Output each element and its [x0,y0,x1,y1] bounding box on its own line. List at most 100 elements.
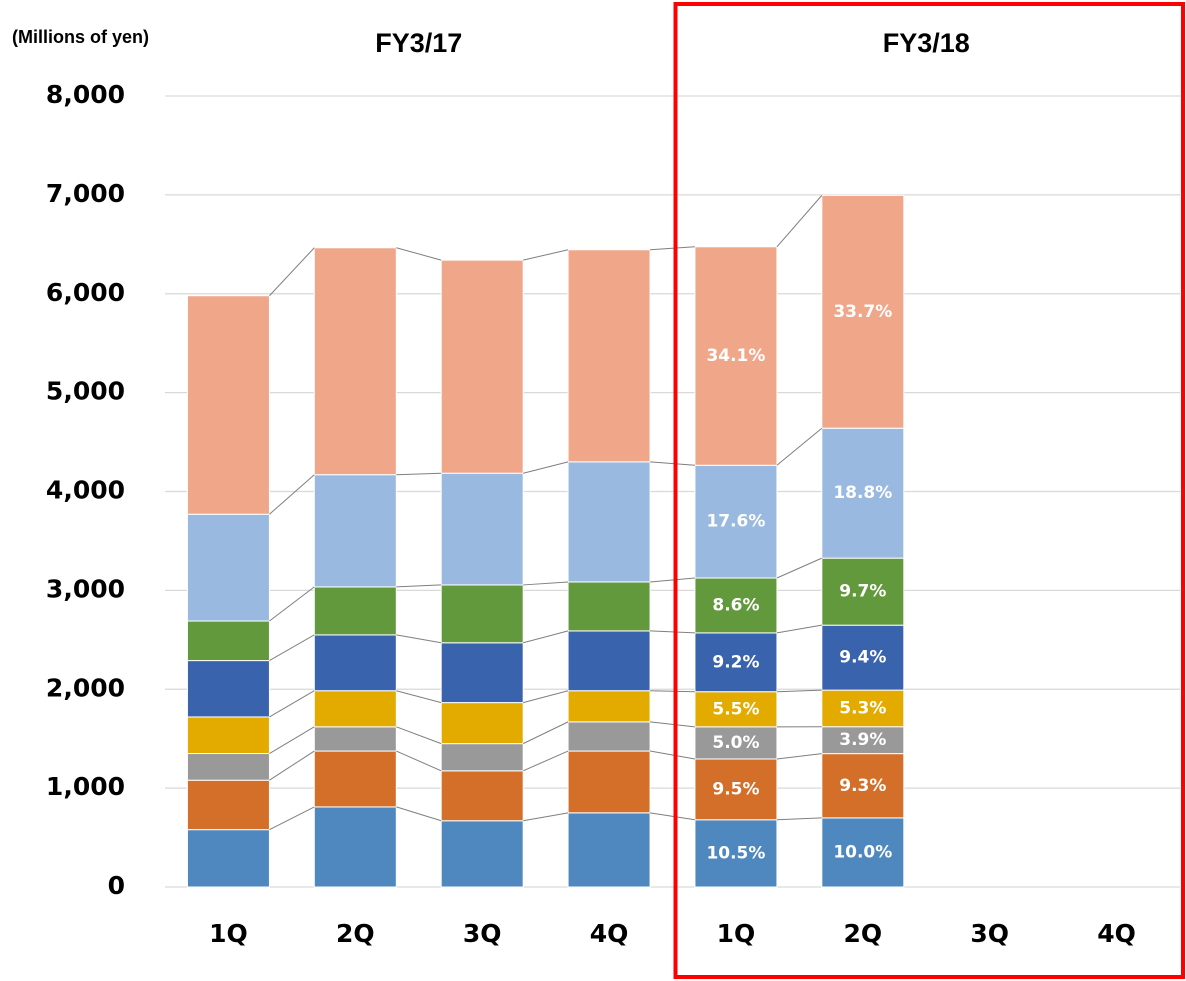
y-tick-label: 0 [108,871,125,900]
connector [523,581,569,586]
y-tick-label: 1,000 [46,772,125,801]
y-tick-label: 5,000 [46,377,125,406]
bar-segment [186,779,270,831]
bar-segment [694,577,778,634]
bar-segment [821,753,905,819]
connector [396,247,442,261]
connector [522,750,569,772]
connector [269,750,315,781]
connector [650,577,695,583]
bar-segment [186,829,270,888]
connector [396,806,442,822]
connector [396,584,442,588]
bar-segment [694,758,778,821]
connector [649,812,696,821]
share-label: 9.4% [839,648,886,668]
share-label: 5.5% [712,699,759,719]
connector [776,557,823,579]
connector [776,195,823,248]
connector [269,690,315,718]
y-tick-label: 6,000 [46,278,125,307]
y-tick-label: 2,000 [46,673,125,702]
connector [269,247,315,297]
bar-segment [567,461,651,583]
connector [650,246,695,251]
unit-label: (Millions of yen) [12,27,149,47]
bar-segment [821,427,905,559]
bar-segment [313,247,397,476]
bar-segment [313,474,397,588]
bar-segment [821,557,905,626]
connector [650,461,695,466]
bar-segment [567,630,651,692]
connector [776,624,822,634]
bar-segment [821,817,905,888]
y-tick-label: 3,000 [46,574,125,603]
connector [396,634,442,644]
bar-segment [567,581,651,632]
connector [269,634,315,662]
connector [396,726,442,745]
bar-segment [694,819,778,888]
bar-segment [313,750,397,808]
bar-segment [440,743,524,772]
bar-segment [821,194,905,429]
connector [523,630,569,644]
connector [269,474,315,515]
connector [776,753,822,760]
connector [396,750,442,772]
bar-segment [440,642,524,704]
share-label: 3.9% [839,730,886,750]
x-tick-label: 4Q [1097,919,1136,948]
share-label: 34.1% [706,346,765,366]
bar-segment [821,624,905,691]
bar-segment [313,634,397,692]
connector [523,461,569,474]
bar-segment [313,586,397,636]
x-tick-label: 1Q [209,919,248,948]
connector [522,721,569,745]
connector [776,817,822,821]
bar-segment [313,690,397,728]
share-label: 9.5% [712,779,759,799]
bar-segment [567,690,651,723]
share-label: 10.0% [833,842,892,862]
connector [269,586,315,622]
y-tick-label: 4,000 [46,476,125,505]
bar-segment [313,806,397,888]
connector [649,750,696,760]
bar-segment [186,295,270,515]
bar-segment [440,472,524,586]
share-label: 9.7% [839,582,886,602]
x-tick-label: 3Q [463,919,502,948]
bar-segment [567,721,651,752]
bar-segment [186,513,270,622]
share-label: 10.5% [706,843,765,863]
connector [396,472,442,476]
bar-segment [186,620,270,662]
highlight-frame [673,2,1185,979]
y-tick-label: 8,000 [46,80,125,109]
connector [523,812,569,822]
bar-segment [821,689,905,728]
share-label: 9.2% [712,652,759,672]
share-label: 8.6% [712,595,759,615]
x-tick-label: 1Q [717,919,756,948]
share-label: 18.8% [833,483,892,503]
bar-segment [567,750,651,814]
bar-segment [186,753,270,781]
connector [776,689,822,693]
bar-segment [440,584,524,644]
bar-segment [440,820,524,888]
share-label: 5.0% [712,733,759,753]
y-tick-label: 7,000 [46,179,125,208]
connector [523,249,569,261]
bar-segment [440,770,524,822]
connector [650,690,695,693]
group-label: FY3/17 [375,28,462,58]
connector [269,726,315,754]
bar-segment [313,726,397,752]
connector [523,690,569,704]
share-label: 9.3% [839,776,886,796]
